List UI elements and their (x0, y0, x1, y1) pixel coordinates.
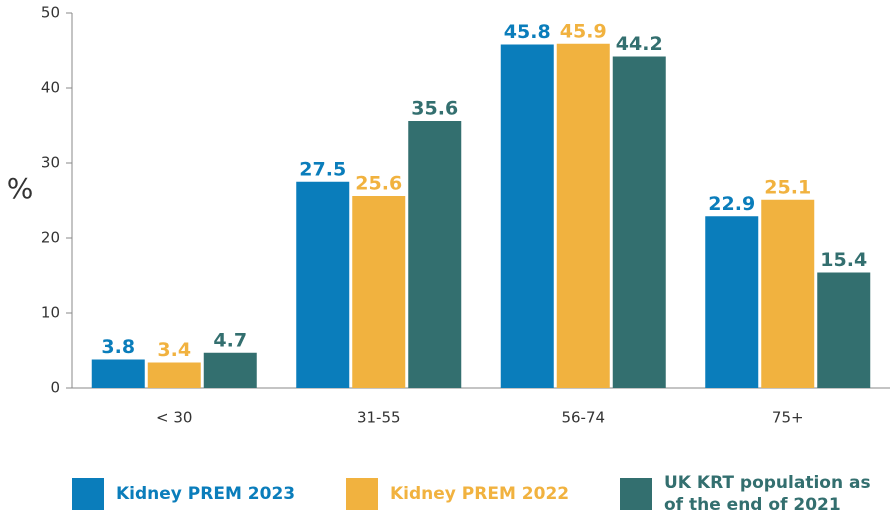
value-label: 4.7 (213, 329, 247, 351)
value-label: 15.4 (820, 249, 867, 271)
value-label: 3.8 (101, 336, 135, 358)
bar (296, 181, 350, 388)
y-tick-label: 40 (41, 79, 60, 97)
value-label: 22.9 (708, 193, 755, 215)
y-tick-label: 0 (50, 379, 60, 397)
chart: % 0 10 20 30 40 50 < 30 3.8 3.4 4.7 31-55 27.5 25.6 3… (7, 4, 890, 427)
value-label: 3.4 (157, 339, 191, 361)
bar (817, 272, 871, 388)
y-tick-label: 20 (41, 229, 60, 247)
bar (705, 216, 759, 388)
bar (408, 121, 462, 388)
value-label: 27.5 (299, 158, 346, 180)
bar (761, 199, 815, 388)
bar (147, 362, 201, 388)
y-tick-label: 30 (41, 154, 60, 172)
legend-item: Kidney PREM 2023 (72, 472, 332, 515)
value-label: 44.2 (616, 33, 663, 55)
y-tick-label: 50 (41, 4, 60, 22)
value-label: 45.8 (504, 21, 551, 43)
bar (203, 352, 257, 388)
value-label: 45.9 (560, 20, 607, 42)
legend-label: UK KRT population as of the end of 2021 (664, 473, 871, 515)
value-label: 25.1 (764, 176, 811, 198)
bar (612, 56, 666, 388)
x-tick-label: 31-55 (357, 409, 401, 427)
legend-label: Kidney PREM 2022 (390, 484, 570, 504)
legend-label: Kidney PREM 2023 (116, 484, 296, 504)
bar (352, 196, 406, 388)
value-label: 25.6 (355, 173, 402, 195)
bar (556, 43, 610, 388)
y-tick-label: 10 (41, 304, 60, 322)
x-tick-label: < 30 (156, 409, 192, 427)
legend-swatch (620, 478, 652, 510)
y-axis-label: % (7, 172, 34, 205)
legend-item: UK KRT population as of the end of 2021 (620, 472, 890, 515)
value-label: 35.6 (411, 98, 458, 120)
legend-item: Kidney PREM 2022 (346, 472, 606, 515)
legend-swatch (346, 478, 378, 510)
x-tick-label: 56-74 (561, 409, 605, 427)
bar (500, 44, 554, 388)
bar (91, 359, 145, 388)
legend-swatch (72, 478, 104, 510)
x-tick-label: 75+ (772, 409, 804, 427)
